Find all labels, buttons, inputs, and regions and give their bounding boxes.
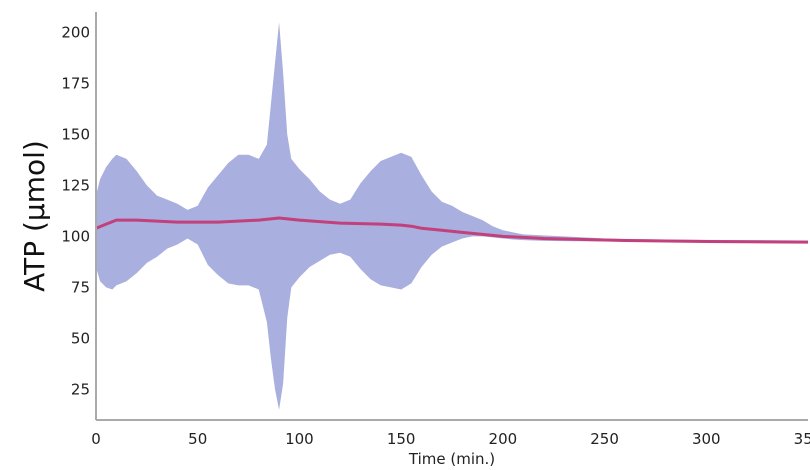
x-tick-label: 250 bbox=[590, 430, 619, 448]
axes-layer bbox=[95, 12, 808, 421]
y-tick-label: 25 bbox=[71, 380, 90, 398]
x-tick-label: 100 bbox=[285, 430, 314, 448]
x-axis-label: Time (min.) bbox=[408, 450, 495, 468]
x-tick-label: 50 bbox=[188, 430, 207, 448]
y-tick-label: 75 bbox=[71, 278, 90, 296]
y-axis-label: ATP (μmol) bbox=[18, 140, 51, 292]
x-tick-label: 200 bbox=[489, 430, 518, 448]
band-layer bbox=[96, 22, 808, 410]
y-tick-label: 125 bbox=[61, 176, 90, 194]
y-tick-label: 175 bbox=[61, 74, 90, 92]
y-tick-label: 150 bbox=[61, 125, 90, 143]
x-tick-label: 150 bbox=[387, 430, 416, 448]
x-tick-label: 300 bbox=[692, 430, 721, 448]
tick-layer: 25 50 75 100 125 150 175 200 0 50 100 150 200 250 300 3… bbox=[61, 23, 810, 448]
x-tick-label: 350 bbox=[794, 430, 810, 448]
mean-line bbox=[95, 216, 809, 244]
y-tick-label: 100 bbox=[61, 227, 90, 245]
x-tick-label: 0 bbox=[91, 430, 101, 448]
line-layer bbox=[95, 216, 809, 244]
confidence-band bbox=[96, 22, 808, 410]
y-tick-label: 200 bbox=[61, 23, 90, 41]
y-tick-label: 50 bbox=[71, 329, 90, 347]
